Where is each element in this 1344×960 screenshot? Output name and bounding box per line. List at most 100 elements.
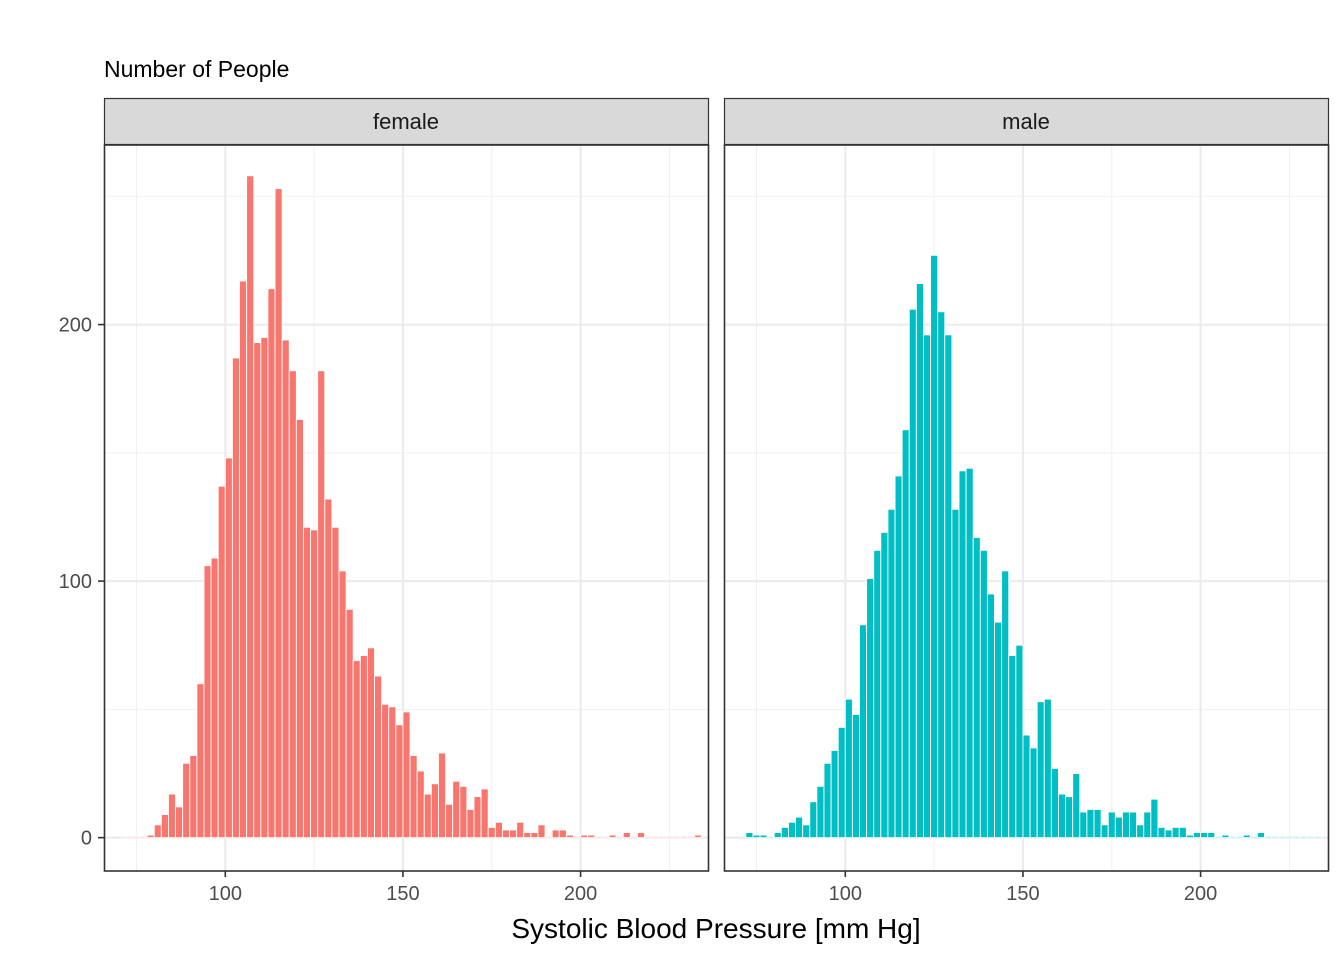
histogram-bar [239,280,248,839]
histogram-bar [153,824,162,839]
strip-label-female: female [373,109,439,134]
histogram-bar [851,714,860,839]
histogram-bar [473,796,482,839]
histogram-bar [537,824,546,839]
histogram-bar [1065,796,1074,839]
histogram-bar [253,342,262,839]
histogram-bar [1256,832,1265,839]
histogram-bar [345,608,354,839]
histogram-bar [887,508,896,839]
histogram-bar [580,834,589,839]
histogram-bar [1150,798,1159,839]
histogram-bar [915,283,924,839]
histogram-bar [745,832,754,839]
histogram-bar [466,808,475,839]
histogram-bar [416,770,425,839]
histogram-bar [816,785,825,839]
histogram-bar [601,836,610,839]
histogram-bar [565,834,574,839]
histogram-bar [679,836,688,839]
histogram-bar [317,370,326,839]
histogram-bar [979,549,988,839]
histogram-bar [260,336,269,839]
histogram-bar [281,339,290,839]
y-tick-label: 0 [81,828,92,850]
histogram-bar [132,836,141,839]
histogram-bar [944,334,953,839]
histogram-bar [160,814,169,839]
histogram-bar [788,821,797,839]
histogram-bar [1228,836,1237,839]
histogram-bar [1143,811,1152,839]
histogram-bar [246,175,255,839]
histogram-bar [1036,701,1045,839]
histogram-bar [994,621,1003,839]
histogram-bar [125,836,134,839]
y-tick-label: 100 [59,571,92,593]
histogram-bar [608,834,617,839]
histogram-bar [374,675,383,839]
histogram-bar [445,803,454,839]
histogram-bar [303,526,312,839]
histogram-bar [1079,811,1088,839]
histogram-bar [636,832,645,839]
histogram-bar [773,832,782,839]
histogram-bar [830,749,839,839]
histogram-bar [331,526,340,839]
histogram-bar [901,429,910,839]
histogram-bar [146,834,155,839]
x-tick-label: 200 [1184,883,1217,905]
histogram-bar [402,711,411,839]
histogram-bar [766,836,775,839]
histogram-bar [622,832,631,839]
x-tick-label: 100 [209,883,242,905]
histogram-bar [958,470,967,839]
histogram-bar [1207,832,1216,839]
histogram-bar [1121,811,1130,839]
histogram-bar [558,829,567,839]
x-tick-label: 100 [829,883,862,905]
histogram-bar [1185,834,1194,839]
histogram-bar [139,836,148,839]
histogram-bar [951,508,960,839]
histogram-bar [986,593,995,839]
histogram-bar [866,578,875,839]
y-tick-label: 200 [59,315,92,337]
panel-female: female [103,97,710,872]
histogram-bar [1136,824,1145,839]
y-axis-ticks: 0 100 200 [59,315,105,850]
histogram-bar [338,570,347,839]
histogram-bar [972,537,981,839]
histogram-bar [551,829,560,839]
histogram-bar [1043,698,1052,839]
histogram-bar [937,311,946,839]
x-tick-label: 150 [1006,883,1039,905]
histogram-bar [594,836,603,839]
histogram-bar [494,821,503,839]
histogram-bar [324,498,333,839]
histogram-bar [1107,811,1116,839]
histogram-bar [381,703,390,839]
histogram-bar [1022,734,1031,839]
histogram-bar [1285,836,1294,839]
histogram-bar [837,726,846,839]
histogram-bar [752,834,761,839]
histogram-bar [1093,808,1102,839]
histogram-bar [423,793,432,839]
histogram-bar [1264,836,1273,839]
histogram-bar [1193,832,1202,839]
bars-female [125,175,702,839]
histogram-bar [1242,834,1251,839]
histogram-bar [310,529,319,839]
histogram-bar [1306,836,1315,839]
histogram-bar [288,370,297,839]
histogram-bar [530,832,539,839]
histogram-bar [359,655,368,839]
histogram-bar [1214,836,1223,839]
histogram-bar [1008,655,1017,839]
histogram-bar [1072,773,1081,839]
histogram-bar [175,806,184,839]
histogram-bar [1200,832,1209,839]
histogram-bar [665,836,674,839]
